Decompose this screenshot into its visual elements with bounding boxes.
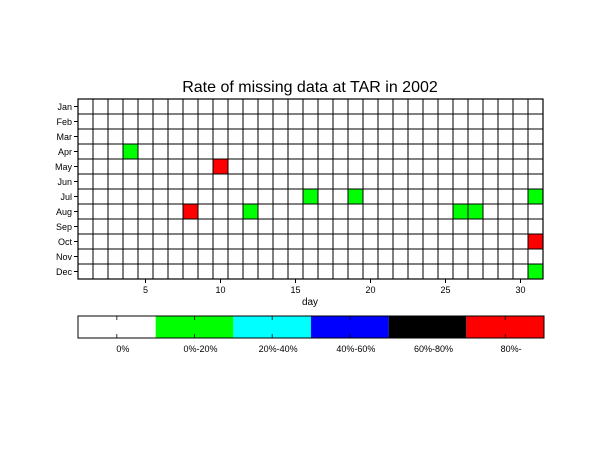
colorbar-label-4: 60%-80% xyxy=(414,344,453,354)
plot-border xyxy=(77,98,544,280)
colorbar-label-5: 80%- xyxy=(501,344,522,354)
day-tick-labels: 5 10 15 20 25 30 xyxy=(143,279,526,295)
colorbar-label-2: 20%-40% xyxy=(259,344,298,354)
colorbar-label-1: 0%-20% xyxy=(183,344,217,354)
month-tick-labels: Jan Feb Mar Apr May Jun Jul Aug Sep Oct Nov Dec xyxy=(55,102,78,277)
month-label-aug: Aug xyxy=(56,207,72,217)
colorbar-segment-4 xyxy=(388,316,467,338)
grid-lines xyxy=(77,98,544,280)
colorbar-border xyxy=(77,315,545,339)
heatmap-cell-aug-26 xyxy=(453,204,468,219)
day-label-15: 15 xyxy=(290,285,300,295)
month-label-oct: Oct xyxy=(58,237,73,247)
colorbar-segment-0 xyxy=(78,316,156,338)
chart-title: Rate of missing data at TAR in 2002 xyxy=(182,79,438,96)
heatmap-cell-jul-31 xyxy=(528,189,543,204)
colorbar-label-3: 40%-60% xyxy=(336,344,375,354)
month-label-apr: Apr xyxy=(58,147,72,157)
heatmap-cell-jul-16 xyxy=(303,189,318,204)
month-label-nov: Nov xyxy=(56,252,73,262)
colorbar-segment-2 xyxy=(233,316,311,338)
heatmap-cell-aug-8 xyxy=(183,204,198,219)
month-label-sep: Sep xyxy=(56,222,72,232)
heatmap-cell-aug-27 xyxy=(468,204,483,219)
month-label-may: May xyxy=(55,162,73,172)
heatmap-cell-aug-12 xyxy=(243,204,258,219)
month-label-jan: Jan xyxy=(57,102,72,112)
day-label-20: 20 xyxy=(365,285,375,295)
colorbar-label-0: 0% xyxy=(116,344,129,354)
month-label-jun: Jun xyxy=(57,177,72,187)
day-label-30: 30 xyxy=(515,285,525,295)
x-axis-label: day xyxy=(302,297,318,308)
day-label-25: 25 xyxy=(440,285,450,295)
colorbar-segment-5 xyxy=(466,316,544,338)
heatmap-cell-apr-4 xyxy=(123,144,138,159)
colorbar: 0% 0%-20% 20%-40% 40%-60% 60%-80% 80%- xyxy=(77,315,545,354)
colorbar-segment-3 xyxy=(311,316,389,338)
month-label-mar: Mar xyxy=(57,132,73,142)
day-label-10: 10 xyxy=(215,285,225,295)
month-label-jul: Jul xyxy=(60,192,72,202)
heatmap-cell-jul-19 xyxy=(348,189,363,204)
month-label-dec: Dec xyxy=(56,267,73,277)
day-label-5: 5 xyxy=(143,285,148,295)
heatmap-cell-oct-31 xyxy=(528,234,543,249)
heatmap-cell-dec-31 xyxy=(528,264,543,279)
heatmap-cell-may-10 xyxy=(213,159,228,174)
month-label-feb: Feb xyxy=(56,117,72,127)
colorbar-segment-1 xyxy=(155,316,234,338)
